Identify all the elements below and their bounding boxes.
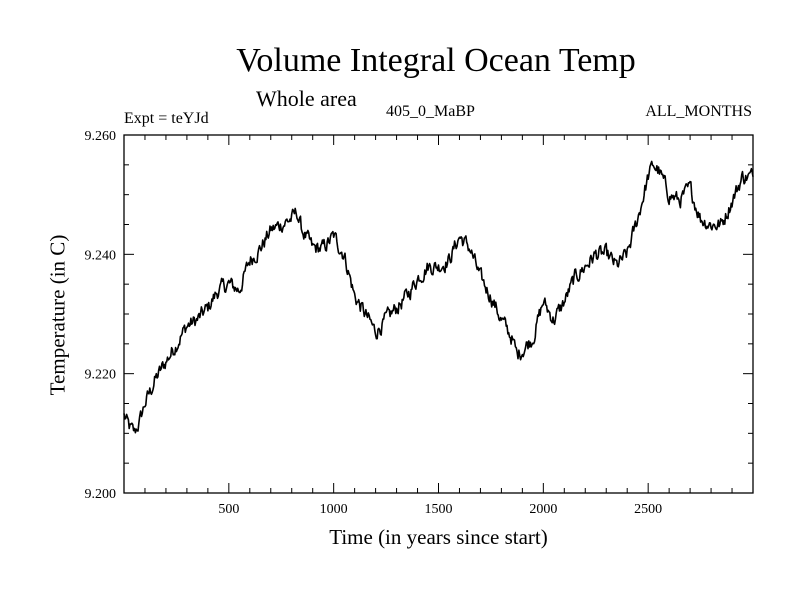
plot-frame (123, 134, 754, 494)
x-axis-ticks: 500 1000 1500 2000 2500 (144, 135, 733, 517)
chart-title: Volume Integral Ocean Temp (236, 42, 636, 79)
series-line (123, 160, 754, 434)
y-tick-label: 9.240 (85, 248, 117, 263)
x-tick-label: 1000 (320, 502, 348, 517)
y-axis-ticks: 9.200 9.220 9.240 9.260 (85, 129, 753, 502)
x-tick-label: 500 (218, 502, 239, 517)
experiment-label: Expt = teYJd (124, 110, 209, 127)
x-tick-label: 2500 (634, 502, 662, 517)
x-axis-label: Time (in years since start) (329, 525, 548, 549)
y-tick-label: 9.260 (85, 129, 117, 144)
y-tick-label: 9.200 (85, 487, 117, 502)
chart-subtitle: Whole area (256, 86, 357, 111)
x-tick-label: 2000 (529, 502, 557, 517)
y-tick-label: 9.220 (85, 368, 117, 383)
months-label: ALL_MONTHS (645, 103, 752, 120)
run-id-label: 405_0_MaBP (386, 103, 475, 120)
x-tick-label: 1500 (425, 502, 453, 517)
